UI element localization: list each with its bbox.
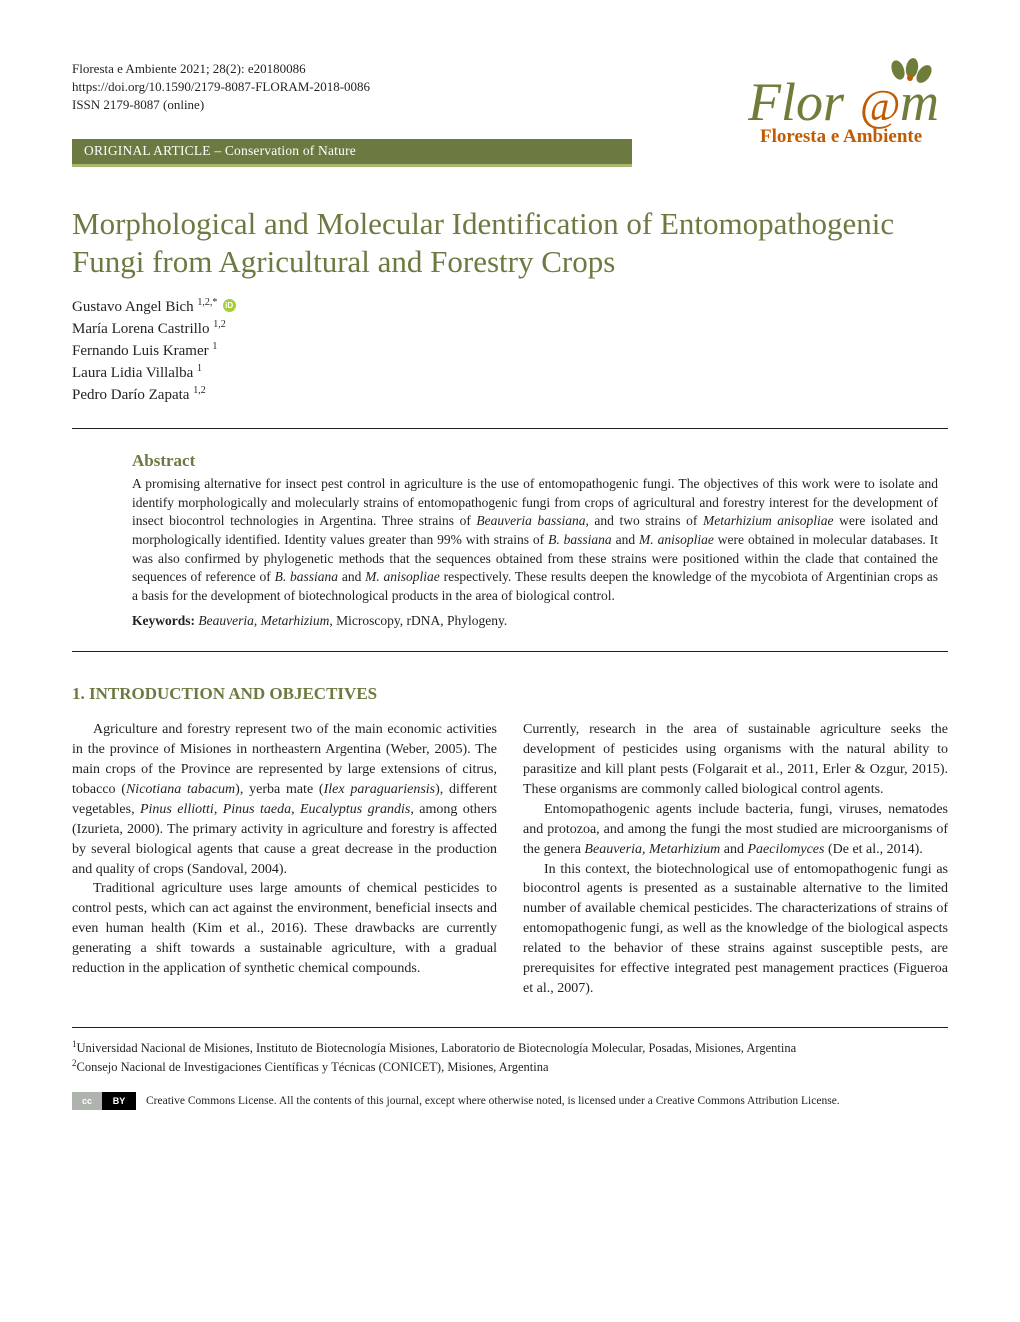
svg-text:m: m <box>900 72 939 132</box>
rule-mid <box>72 651 948 652</box>
keywords-label: Keywords: <box>132 613 195 628</box>
paragraph: Agriculture and forestry represent two o… <box>72 720 497 879</box>
author-row: Laura Lidia Villalba 1 <box>72 362 948 384</box>
rule-footer <box>72 1027 948 1028</box>
column-left: Agriculture and forestry represent two o… <box>72 720 497 998</box>
abstract-block: Abstract A promising alternative for ins… <box>132 451 938 629</box>
rule-top <box>72 428 948 429</box>
abstract-body: A promising alternative for insect pest … <box>132 475 938 605</box>
paragraph: Currently, research in the area of susta… <box>523 720 948 800</box>
paragraph: In this context, the biotechnological us… <box>523 860 948 999</box>
affiliation-row: 1Universidad Nacional de Misiones, Insti… <box>72 1038 948 1057</box>
article-type-label: ORIGINAL ARTICLE – Conservation of Natur… <box>84 143 356 159</box>
cc-badge-icon[interactable]: cc BY <box>72 1092 136 1110</box>
author-row: Gustavo Angel Bich 1,2,* <box>72 296 948 318</box>
article-type-band: ORIGINAL ARTICLE – Conservation of Natur… <box>72 139 632 167</box>
journal-logo: Flor @ m Floresta e Ambiente <box>748 58 948 146</box>
author-list: Gustavo Angel Bich 1,2,* María Lorena Ca… <box>72 296 948 406</box>
affiliations-block: 1Universidad Nacional de Misiones, Insti… <box>72 1038 948 1076</box>
paragraph: Traditional agriculture uses large amoun… <box>72 879 497 978</box>
author-row: María Lorena Castrillo 1,2 <box>72 318 948 340</box>
cc-badge-right: BY <box>102 1092 136 1110</box>
author-row: Pedro Darío Zapata 1,2 <box>72 384 948 406</box>
paragraph: Entomopathogenic agents include bacteria… <box>523 800 948 860</box>
keywords-text: Beauveria, Metarhizium, Microscopy, rDNA… <box>198 613 507 628</box>
svg-text:@: @ <box>860 81 901 130</box>
license-text: Creative Commons License. All the conten… <box>146 1095 840 1107</box>
body-columns: Agriculture and forestry represent two o… <box>72 720 948 998</box>
affiliation-row: 2Consejo Nacional de Investigaciones Cie… <box>72 1057 948 1076</box>
keywords-line: Keywords: Beauveria, Metarhizium, Micros… <box>132 613 938 629</box>
author-row: Fernando Luis Kramer 1 <box>72 340 948 362</box>
svg-text:Flor: Flor <box>748 72 845 132</box>
cc-badge-left: cc <box>72 1092 102 1110</box>
floram-logo-svg: Flor @ m Floresta e Ambiente <box>748 58 948 146</box>
article-title: Morphological and Molecular Identificati… <box>72 205 948 283</box>
abstract-heading: Abstract <box>132 451 938 471</box>
column-right: Currently, research in the area of susta… <box>523 720 948 998</box>
logo-subtitle: Floresta e Ambiente <box>760 126 922 146</box>
section-heading: 1. INTRODUCTION AND OBJECTIVES <box>72 684 948 704</box>
orcid-icon[interactable] <box>223 299 236 312</box>
license-row: cc BY Creative Commons License. All the … <box>72 1092 948 1110</box>
